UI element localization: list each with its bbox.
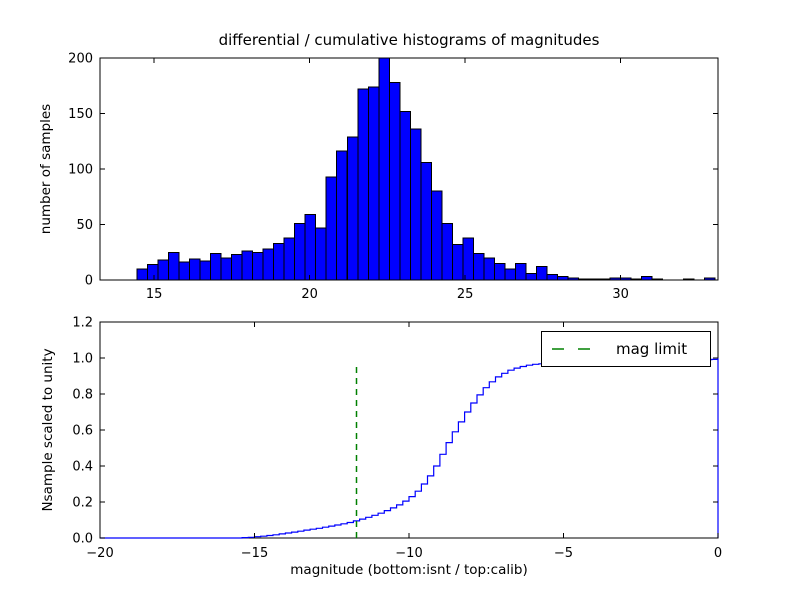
histogram-bar [220, 257, 233, 281]
top-axes-xtick-label: 30 [612, 287, 629, 302]
histogram-bar [430, 190, 443, 281]
bottom-ylabel: Nsample scaled to unity [40, 348, 56, 512]
bottom-axes-ytick-label: 0.2 [72, 496, 93, 511]
histogram-bar [325, 176, 338, 281]
bottom-axes-ytick-label: 1.0 [72, 352, 93, 367]
histogram-bar [441, 222, 453, 281]
bottom-axes-ytick-label: 0.6 [72, 424, 93, 439]
top-axes-ytick-label: 150 [68, 107, 93, 122]
histogram-bar [515, 262, 527, 281]
histogram-bar [388, 81, 401, 281]
histogram-bar [210, 252, 222, 281]
bottom-xlabel: magnitude (bottom:isnt / top:calib) [290, 562, 528, 578]
histogram-bar [493, 262, 506, 281]
legend-mag-limit: mag limit [541, 331, 711, 367]
top-axes-xtick-label: 25 [457, 287, 474, 302]
histogram-bar [483, 257, 495, 281]
histogram-bar [367, 86, 380, 281]
bottom-axes-ytick-label: 0.4 [72, 460, 93, 475]
histogram-bar [525, 272, 537, 281]
bottom-axes-xtick-label: −15 [241, 546, 268, 561]
top-axes-ytick-label: 50 [76, 218, 93, 233]
histogram-bar [630, 278, 643, 281]
histogram-bar [273, 242, 285, 281]
histogram-bar [168, 251, 180, 281]
cumulative-step-line [100, 358, 719, 539]
histogram-bar [399, 110, 411, 281]
bottom-axes-xtick-label: −10 [395, 546, 422, 561]
bottom-axes-xtick-label: 0 [714, 546, 722, 561]
top-axes-ytick-label: 100 [68, 163, 93, 178]
histogram-bar [504, 268, 516, 281]
histogram-bar [546, 273, 558, 281]
histogram-bar [472, 252, 485, 281]
histogram-bar [609, 277, 622, 281]
histogram-bar [409, 128, 422, 281]
histogram-bar [536, 266, 548, 281]
histogram-bar [147, 264, 159, 281]
histogram-bar [346, 136, 359, 281]
histogram-bar [357, 88, 369, 281]
histogram-bar [283, 237, 296, 281]
histogram-bar [620, 277, 632, 281]
histogram-bar [651, 278, 664, 281]
bottom-axes-ytick-label: 0.0 [72, 532, 93, 547]
histogram-bar [231, 254, 243, 281]
legend-label-mag-limit: mag limit [616, 340, 688, 358]
histogram-bar [462, 237, 474, 281]
histogram-bar [189, 258, 201, 281]
histogram-bar [588, 278, 601, 281]
bottom-axes-xtick-label: −20 [86, 546, 113, 561]
histogram-bar [599, 278, 611, 281]
histogram-bar [420, 161, 432, 281]
histogram-bar [178, 261, 191, 281]
histogram-bar [683, 278, 695, 281]
histogram-bar [578, 278, 590, 281]
histogram-bar [252, 251, 264, 281]
histogram-bar [557, 276, 569, 281]
histogram-bar [704, 277, 716, 281]
histogram-bar [241, 250, 254, 281]
top-axes-xtick-label: 15 [146, 287, 163, 302]
histogram-bar [315, 227, 327, 281]
histogram-bar [199, 260, 212, 281]
top-ylabel: number of samples [38, 103, 54, 235]
top-axes-ytick-label: 200 [68, 52, 93, 67]
histogram-bar [641, 276, 653, 281]
top-axes-xtick-label: 20 [301, 287, 318, 302]
histogram-bar [136, 268, 148, 281]
histogram-bar [157, 259, 169, 281]
histogram-bar [294, 222, 306, 281]
figure-title: differential / cumulative histograms of … [218, 31, 600, 49]
histogram-bar [304, 214, 317, 281]
histogram-bar [451, 244, 464, 281]
mag-limit-dash-icon [552, 348, 594, 350]
histogram-bar [567, 277, 579, 281]
top-axes-ytick-label: 0 [85, 274, 93, 289]
histogram-bar [378, 57, 390, 281]
bottom-axes-ytick-label: 0.8 [72, 388, 93, 403]
bottom-axes-ytick-label: 1.2 [72, 316, 93, 331]
histogram-bar [262, 248, 275, 281]
histogram-bar [336, 150, 348, 281]
bottom-axes-xtick-label: −5 [554, 546, 573, 561]
